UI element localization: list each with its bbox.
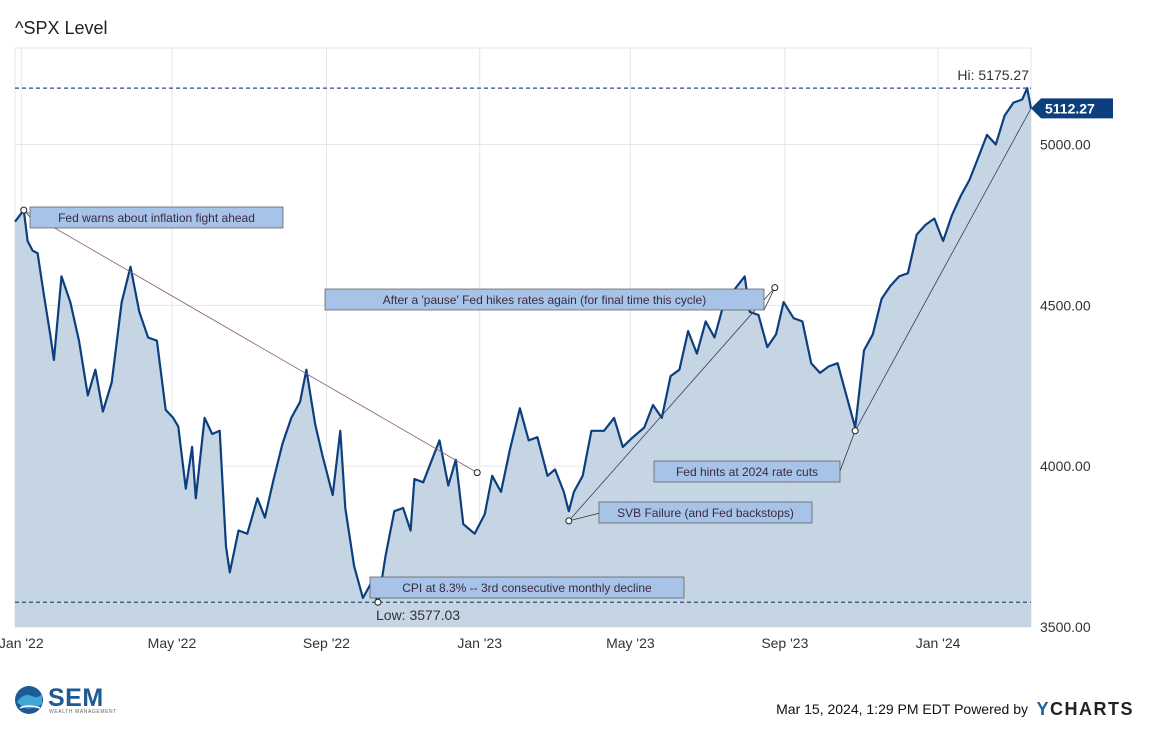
low-label: Low: 3577.03	[376, 607, 460, 623]
trend-connector	[568, 287, 776, 522]
series-area	[15, 88, 1031, 627]
annotation-marker[interactable]	[473, 469, 481, 477]
ref-layer: Hi: 5175.27 Low: 3577.03 5112.27	[15, 67, 1113, 623]
x-tick-label: Sep '23	[761, 635, 808, 651]
x-tick-label: May '23	[606, 635, 655, 651]
trend-connector	[854, 108, 1032, 431]
high-label: Hi: 5175.27	[957, 67, 1029, 83]
footer-timestamp: Mar 15, 2024, 1:29 PM EDT Powered by	[776, 701, 1028, 717]
y-tick-label: 4500.00	[1040, 297, 1091, 313]
annotation-marker[interactable]	[771, 284, 779, 292]
annotation-marker[interactable]	[374, 598, 382, 606]
last-value-label: 5112.27	[1045, 100, 1095, 116]
annotation-box[interactable]	[598, 501, 813, 524]
ycharts-logo-rest: CHARTS	[1050, 699, 1134, 719]
annotation-marker[interactable]	[565, 517, 573, 525]
annotation-label: After a 'pause' Fed hikes rates again (f…	[383, 293, 706, 307]
annotation-label: SVB Failure (and Fed backstops)	[617, 506, 794, 520]
annotation-leader	[568, 512, 601, 522]
y-tick-label: 5000.00	[1040, 137, 1091, 153]
annotation-layer: Fed warns about inflation fight ahead CPI…	[20, 108, 1032, 606]
y-tick-label: 3500.00	[1040, 619, 1091, 635]
annotation-box[interactable]	[324, 288, 765, 311]
y-tick-label: 4000.00	[1040, 458, 1091, 474]
x-tick-label: Jan '24	[916, 635, 961, 651]
annotation-box[interactable]	[29, 206, 284, 229]
trend-connector	[23, 209, 478, 473]
last-value-badge	[1031, 98, 1113, 119]
area-layer	[14, 87, 1033, 627]
annotation-marker[interactable]	[20, 206, 28, 214]
annotation-box[interactable]	[653, 460, 841, 483]
chart-title: ^SPX Level	[15, 18, 108, 38]
sem-logo-subtitle: WEALTH MANAGEMENT	[49, 709, 117, 715]
x-tick-label: Jan '23	[457, 635, 502, 651]
annotation-label: CPI at 8.3% -- 3rd consecutive monthly d…	[402, 581, 652, 595]
series-line	[14, 87, 1033, 606]
annotation-leader	[839, 430, 856, 472]
x-tick-label: Sep '22	[303, 635, 350, 651]
ycharts-logo-y: Y	[1036, 699, 1050, 719]
sem-logo-text: SEM	[48, 684, 104, 712]
annotation-marker[interactable]	[851, 427, 859, 435]
axis-layer: 3500.00 4000.00 4500.00 5000.00 Jan '22 May '…	[0, 137, 1091, 652]
x-tick-label: Jan '22	[0, 635, 44, 651]
sem-logo	[14, 684, 114, 718]
x-tick-label: May '22	[148, 635, 197, 651]
annotation-label: Fed warns about inflation fight ahead	[58, 211, 255, 225]
annotation-box[interactable]	[369, 576, 685, 599]
ycharts-logo[interactable]: YCHARTS	[1036, 699, 1134, 720]
annotation-label: Fed hints at 2024 rate cuts	[676, 465, 818, 479]
annotation-leader	[763, 287, 776, 311]
